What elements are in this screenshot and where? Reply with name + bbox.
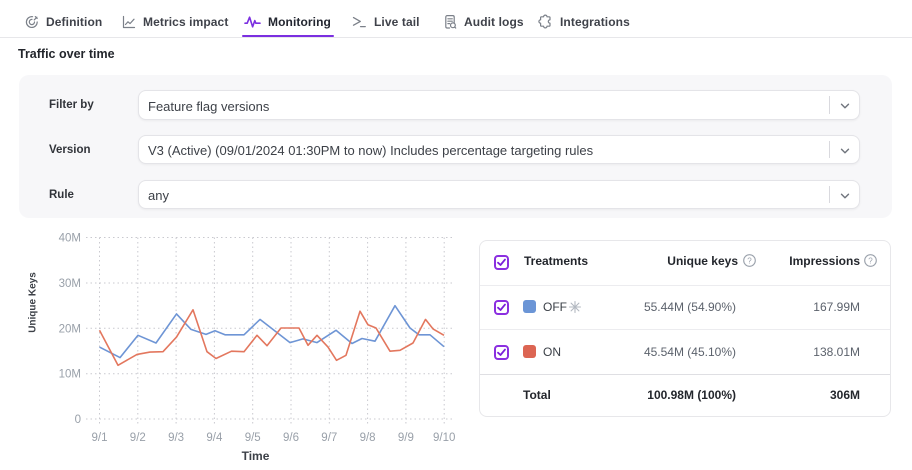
svg-text:9/9: 9/9	[398, 432, 414, 444]
svg-text:?: ?	[747, 256, 752, 265]
svg-text:0: 0	[75, 414, 81, 426]
svg-text:9/4: 9/4	[206, 432, 223, 444]
svg-text:9/8: 9/8	[360, 432, 376, 444]
svg-text:30M: 30M	[59, 278, 81, 290]
svg-text:9/5: 9/5	[245, 432, 261, 444]
svg-text:Unique Keys: Unique Keys	[28, 272, 39, 333]
svg-text:Time: Time	[242, 449, 270, 463]
svg-text:9/3: 9/3	[168, 432, 184, 444]
svg-text:10M: 10M	[59, 369, 81, 381]
svg-text:9/7: 9/7	[321, 432, 337, 444]
svg-text:9/10: 9/10	[433, 432, 455, 444]
svg-text:?: ?	[868, 256, 873, 265]
svg-text:20M: 20M	[59, 323, 81, 335]
svg-text:9/1: 9/1	[92, 432, 108, 444]
svg-text:9/2: 9/2	[130, 432, 146, 444]
svg-text:9/6: 9/6	[283, 432, 299, 444]
svg-text:40M: 40M	[59, 233, 81, 245]
